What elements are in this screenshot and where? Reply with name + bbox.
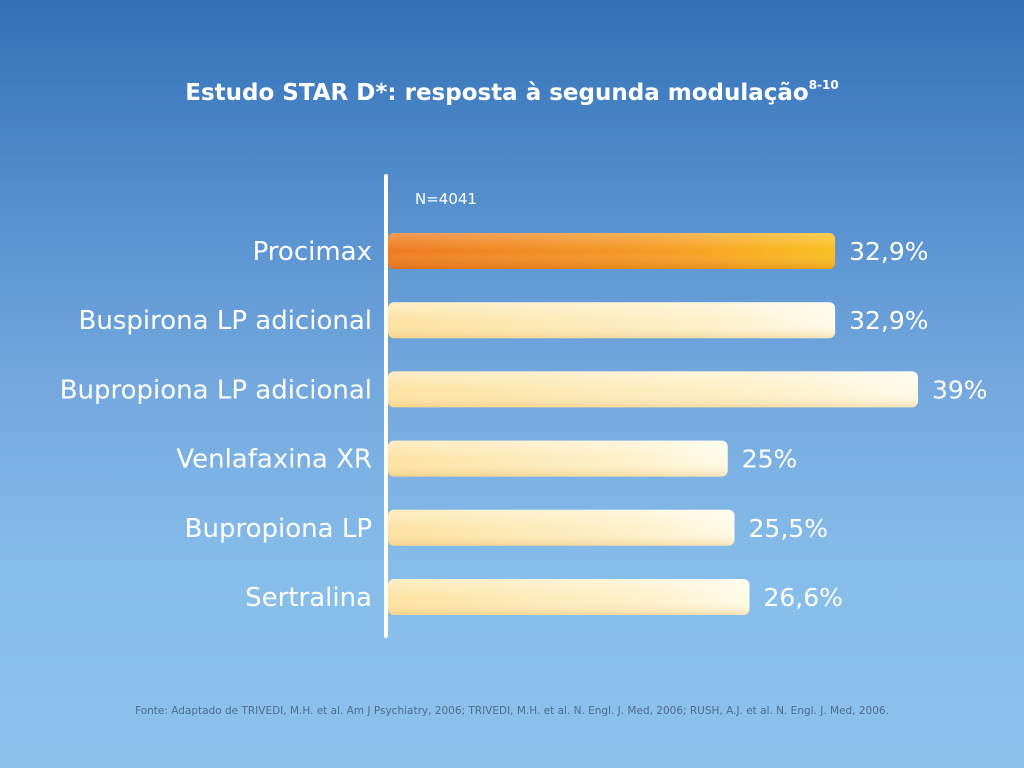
sample-size-label: N=4041 [415, 190, 477, 208]
source-footnote: Fonte: Adaptado de TRIVEDI, M.H. et al. … [135, 705, 889, 717]
bar-shading-1 [388, 302, 836, 339]
value-label: 25,5% [749, 514, 828, 543]
category-label: Bupropiona LP adicional [60, 375, 372, 405]
chart-title: Estudo STAR D*: resposta à segunda modul… [0, 78, 1024, 106]
category-label: Sertralina [245, 583, 372, 613]
value-label: 32,9% [849, 306, 928, 335]
bar-shading-2 [388, 371, 918, 408]
category-label: Bupropiona LP [185, 514, 372, 544]
bar-shading-0 [388, 233, 836, 269]
value-label: 26,6% [763, 583, 842, 612]
category-label: Procimax [253, 237, 372, 267]
value-label: 32,9% [849, 237, 928, 266]
category-label: Buspirona LP adicional [79, 306, 372, 336]
bar-shading-4 [388, 509, 735, 546]
bar-shading-5 [388, 579, 750, 615]
chart-title-superscript: 8-10 [808, 78, 839, 92]
value-label: 39% [932, 375, 988, 404]
bar-shading-3 [388, 440, 728, 477]
value-label: 25% [742, 445, 798, 474]
category-label: Venlafaxina XR [176, 445, 372, 475]
bar-chart: Procimax 32,9% Buspirona LP adicional 32,9%… [60, 190, 988, 615]
chart-title-text: Estudo STAR D*: resposta à segunda modul… [185, 80, 809, 106]
